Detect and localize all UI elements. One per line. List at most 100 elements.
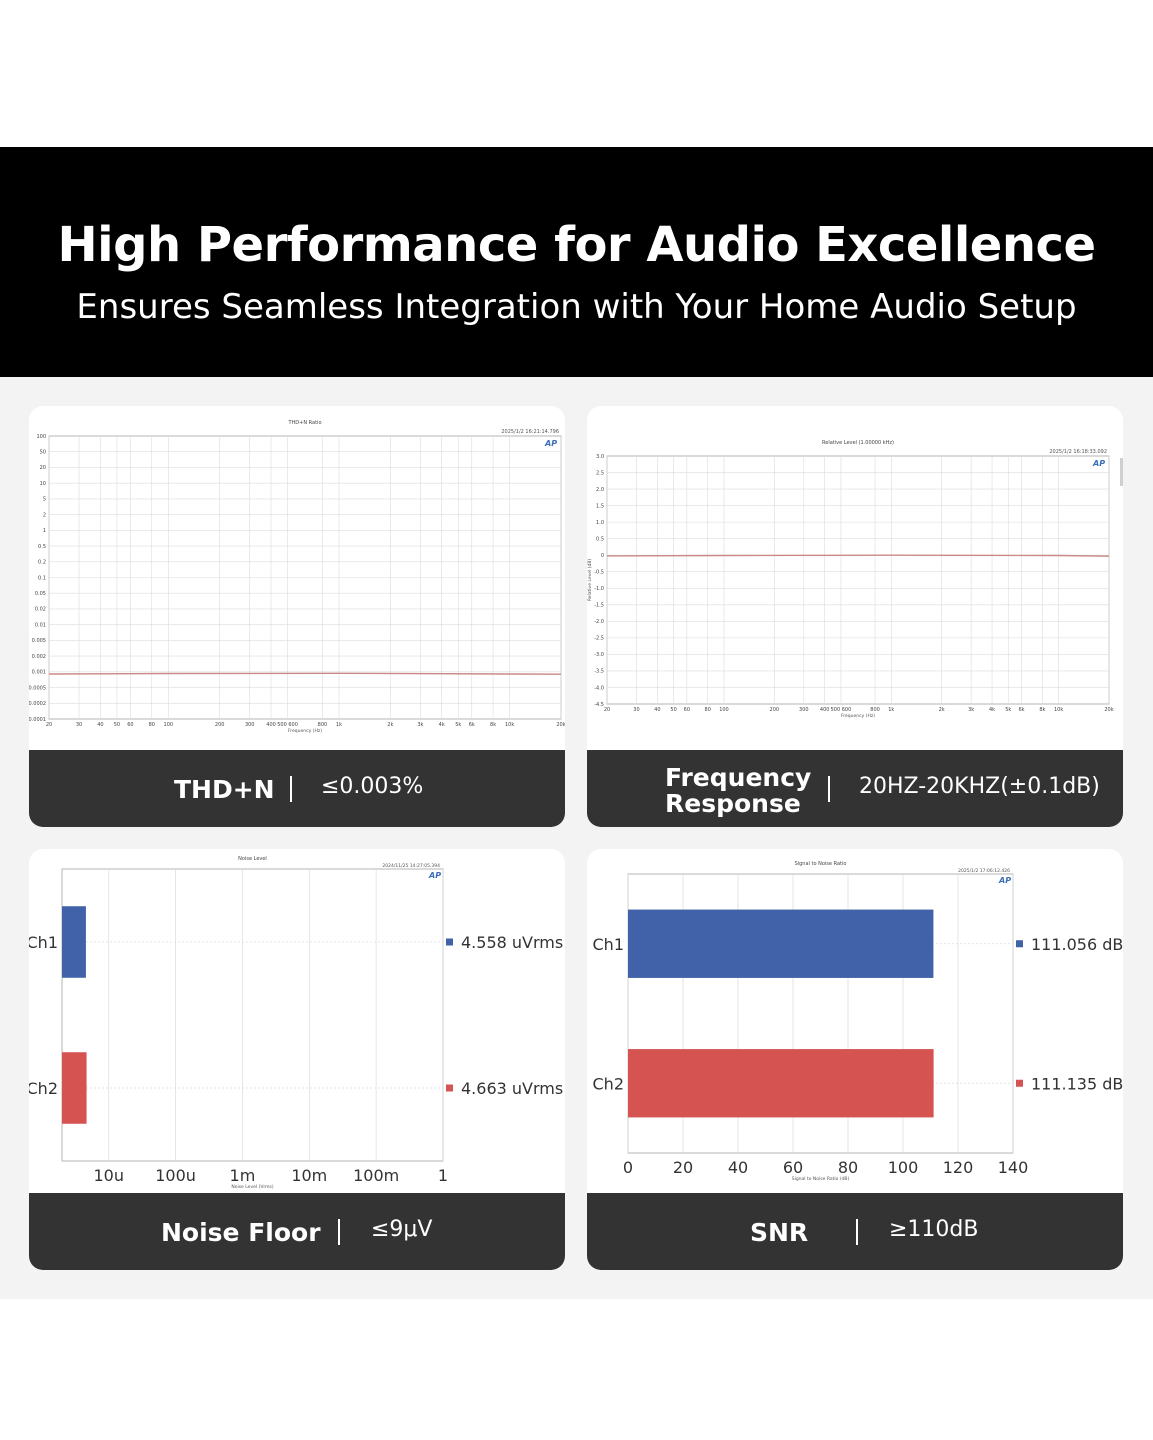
- y-tick-label: 1.0: [596, 520, 604, 526]
- x-tick-label: 20: [604, 707, 610, 713]
- x-tick-label: 140: [998, 1158, 1029, 1177]
- analyzer-logo-icon: AP: [1092, 459, 1105, 468]
- x-tick-label: 80: [705, 707, 711, 713]
- x-tick-label: 500 600: [831, 707, 852, 713]
- plot-frame: [606, 455, 1110, 705]
- scrollbar: [1120, 458, 1123, 486]
- x-tick-label: 20k: [556, 722, 565, 728]
- y-tick-label: 0.01: [35, 622, 46, 628]
- y-tick-label: 0.02: [35, 607, 46, 613]
- page-title: High Performance for Audio Excellence: [57, 217, 1096, 273]
- thd-chart: THD+N Ratio 2025/1/2 16:21:14.796 AP 100 50 2…: [29, 420, 565, 734]
- y-tick-label: 20: [40, 465, 46, 471]
- x-tick-label: 20k: [1104, 707, 1113, 713]
- x-tick-label: 300: [799, 707, 809, 713]
- x-tick-label: 100m: [353, 1166, 399, 1185]
- y-tick-label: 0.0001: [29, 717, 46, 723]
- chart-title: Relative Level (1.00000 kHz): [822, 440, 894, 446]
- y-tick-label: -3.0: [594, 652, 604, 658]
- y-tick-label: 0.005: [32, 638, 46, 644]
- x-tick-label: 200: [770, 707, 780, 713]
- legend-swatch: [1016, 1079, 1023, 1087]
- bar-ch1: [628, 909, 934, 978]
- x-tick-label: 6k: [469, 722, 475, 728]
- x-tick-label: 10m: [291, 1166, 327, 1185]
- divider: [856, 1219, 858, 1245]
- frequency-response-label-line2: Response: [665, 789, 801, 818]
- analyzer-logo-icon: AP: [998, 876, 1011, 885]
- analyzer-logo-icon: AP: [544, 439, 557, 448]
- x-tick-label: 40: [97, 722, 103, 728]
- x-tick-label: 500 600: [277, 722, 298, 728]
- y-tick-label: 2.0: [596, 487, 604, 493]
- x-tick-label: 80: [838, 1158, 858, 1177]
- chart-title: Noise Level: [238, 856, 267, 862]
- y-tick-label: 0.0005: [29, 685, 46, 691]
- y-tick-label: 2.5: [596, 470, 604, 476]
- thd-card: THD+N Ratio 2025/1/2 16:21:14.796 AP 100 50 2…: [29, 406, 565, 827]
- value-label: 4.663 uVrms: [461, 1079, 563, 1098]
- bar-ch2: [62, 1052, 87, 1124]
- category-label: Ch2: [593, 1074, 625, 1093]
- x-tick-label: 1k: [336, 722, 342, 728]
- x-tick-label: 800: [870, 707, 880, 713]
- x-tick-label: 1k: [888, 707, 894, 713]
- y-tick-label: 0.0002: [29, 701, 46, 707]
- y-tick-label: 1: [43, 528, 46, 534]
- x-axis-label: Noise Level (Vrms): [231, 1184, 274, 1190]
- series-line: [606, 554, 1110, 557]
- frequency-response-chart: Relative Level (1.00000 kHz) 2025/1/2 16:…: [587, 440, 1123, 719]
- frequency-response-card: Relative Level (1.00000 kHz) 2025/1/2 16:…: [587, 406, 1123, 827]
- x-axis-label: Frequency (Hz): [288, 728, 322, 734]
- value-label: 111.056 dB: [1031, 935, 1123, 954]
- y-tick-label: -1.0: [594, 586, 604, 592]
- header-banner: High Performance for Audio Excellence En…: [0, 147, 1153, 377]
- value-label: 4.558 uVrms: [461, 933, 563, 952]
- x-tick-label: 40: [654, 707, 660, 713]
- chart-title: THD+N Ratio: [287, 420, 321, 426]
- x-tick-label: 300: [245, 722, 255, 728]
- y-tick-label: -3.5: [594, 669, 604, 675]
- y-tick-label: 0.5: [38, 544, 46, 550]
- y-tick-label: 5: [43, 497, 46, 503]
- x-tick-label: 1: [438, 1166, 448, 1185]
- y-tick-label: 1.5: [596, 503, 604, 509]
- x-tick-label: 100u: [155, 1166, 196, 1185]
- x-tick-label: 10k: [1054, 707, 1063, 713]
- x-tick-label: 200: [215, 722, 225, 728]
- bar-ch1: [62, 906, 86, 978]
- x-tick-label: 120: [943, 1158, 974, 1177]
- x-tick-label: 400: [820, 707, 830, 713]
- x-tick-label: 30: [633, 707, 639, 713]
- chart-timestamp: 2025/1/2 16:18:33.092: [1049, 449, 1107, 455]
- thd-label: THD+N: [174, 775, 275, 804]
- x-tick-label: 3k: [968, 707, 974, 713]
- y-tick-label: 2: [43, 512, 46, 518]
- x-tick-label: 60: [783, 1158, 803, 1177]
- page-subtitle: Ensures Seamless Integration with Your H…: [76, 287, 1077, 327]
- x-tick-label: 60: [684, 707, 690, 713]
- legend-swatch: [446, 938, 453, 946]
- x-tick-label: 60: [127, 722, 133, 728]
- x-tick-label: 3k: [417, 722, 423, 728]
- x-tick-label: 100: [888, 1158, 919, 1177]
- noise-floor-value: ≤9μV: [371, 1217, 433, 1242]
- noise-floor-bar: Noise Floor ≤9μV: [29, 1193, 565, 1270]
- y-tick-label: 100: [36, 434, 46, 440]
- x-tick-label: 5k: [455, 722, 461, 728]
- value-label: 111.135 dB: [1031, 1074, 1123, 1093]
- x-tick-label: 100: [719, 707, 729, 713]
- y-tick-label: 0.05: [35, 591, 46, 597]
- y-tick-label: 50: [40, 450, 46, 456]
- frequency-response-label-line1: Frequency: [665, 763, 812, 792]
- plot-frame: [61, 868, 444, 1162]
- category-label: Ch1: [29, 933, 58, 952]
- legend-swatch: [1016, 940, 1023, 948]
- y-tick-label: 0: [601, 553, 604, 559]
- x-tick-label: 50: [670, 707, 676, 713]
- y-tick-label: 0.001: [32, 670, 46, 676]
- x-tick-label: 50: [114, 722, 120, 728]
- x-tick-label: 4k: [439, 722, 445, 728]
- series-line: [48, 672, 562, 675]
- divider: [290, 776, 292, 802]
